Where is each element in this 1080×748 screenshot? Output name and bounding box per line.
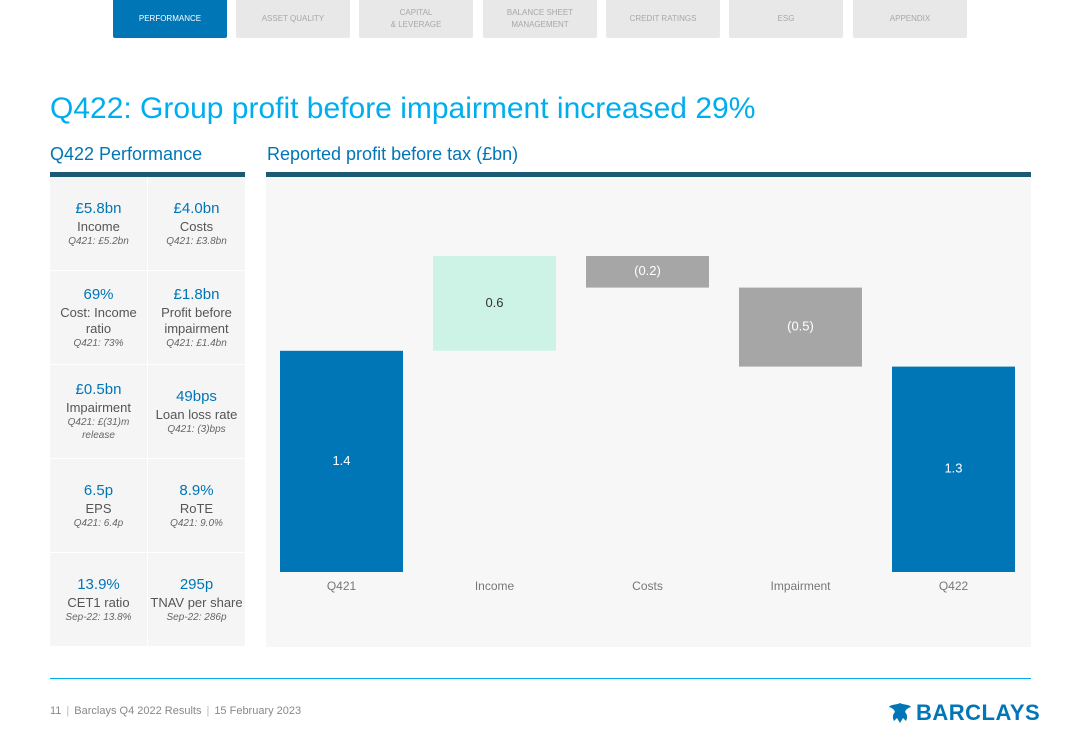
chart-title: Reported profit before tax (£bn) — [267, 144, 519, 164]
metric-note: Sep-22: 286p — [166, 611, 227, 623]
nav-tab[interactable]: PERFORMANCE — [113, 0, 227, 38]
metric-label: Profit before impairment — [161, 304, 232, 336]
slide-title: Q422: Group profit before impairment inc… — [50, 92, 756, 125]
eagle-icon — [889, 703, 911, 723]
x-tick-label: Q422 — [939, 579, 969, 593]
header-rule — [50, 172, 245, 177]
metric-label: CET1 ratio — [67, 594, 130, 610]
performance-heading: Q422 Performance — [50, 144, 203, 164]
metric-cell: 49bps Loan loss rate Q421: (3)bps — [148, 365, 245, 459]
metric-value: 6.5p — [83, 481, 114, 499]
metric-cell: £1.8bn Profit before impairment Q421: £1.4… — [148, 271, 245, 365]
metric-value: 49bps — [176, 387, 217, 405]
metric-value: 8.9% — [179, 481, 214, 499]
metric-value: £5.8bn — [75, 199, 122, 217]
x-tick-label: Impairment — [770, 579, 831, 593]
metric-note: Q421: 6.4p — [73, 517, 124, 529]
x-tick-label: Q421 — [327, 579, 357, 593]
bar — [433, 256, 556, 351]
nav-tab[interactable]: ESG — [729, 0, 843, 38]
metric-label: EPS — [85, 500, 112, 516]
value-label: 0.6 — [485, 295, 503, 310]
metric-value: £1.8bn — [173, 285, 220, 303]
metric-label: Loan loss rate — [155, 406, 238, 422]
metric-note: Q421: £3.8bn — [166, 235, 227, 247]
metric-note: Sep-22: 13.8% — [65, 611, 132, 623]
metric-note: Q421: 73% — [73, 337, 124, 349]
value-label: (0.2) — [634, 263, 661, 278]
bar — [586, 256, 709, 288]
bar — [892, 366, 1015, 572]
header-rule — [266, 172, 1031, 177]
metric-value: 295p — [179, 575, 214, 593]
metric-cell: £0.5bn Impairment Q421: £(31)m release — [50, 365, 147, 459]
x-tick-label: Costs — [632, 579, 663, 593]
nav-tab[interactable]: BALANCE SHEET MANAGEMENT — [483, 0, 597, 38]
metric-value: 69% — [83, 285, 114, 303]
doc-date: 15 February 2023 — [214, 705, 302, 717]
metric-label: TNAV per share — [150, 594, 243, 610]
metric-cell: 13.9% CET1 ratio Sep-22: 13.8% — [50, 553, 147, 647]
nav-tab[interactable]: CAPITAL & LEVERAGE — [359, 0, 473, 38]
metric-cell: £5.8bn Income Q421: £5.2bn — [50, 177, 147, 271]
footer-rule — [50, 678, 1031, 679]
logo-text: BARCLAYS — [916, 700, 1041, 725]
value-label: (0.5) — [787, 319, 814, 334]
page-number: 11 — [50, 705, 62, 717]
footer: 11 | Barclays Q4 2022 Results | 15 February … — [50, 705, 301, 717]
metric-cell: 69% Cost: Income ratio Q421: 73% — [50, 271, 147, 365]
metric-note: Q421: 9.0% — [170, 517, 223, 529]
bar — [280, 350, 403, 572]
metric-value: 13.9% — [77, 575, 120, 593]
metric-label: Impairment — [65, 400, 132, 415]
metric-value: £0.5bn — [75, 381, 122, 398]
x-tick-label: Income — [475, 579, 515, 593]
doc-name: Barclays Q4 2022 Results — [74, 705, 202, 717]
performance-grid: £5.8bn Income Q421: £5.2bn £4.0bn Costs Q421:… — [50, 177, 245, 647]
bar — [739, 287, 862, 367]
chart: 1.4 Q421 0.6 Income (0.2) Costs (0.5) Impairmen… — [266, 177, 1031, 647]
value-label: 1.4 — [332, 453, 350, 468]
metric-value: £4.0bn — [173, 199, 220, 217]
metric-note: Q421: £(31)m release — [67, 417, 130, 441]
divider — [147, 177, 148, 647]
logo: BARCLAYS — [888, 700, 1040, 726]
metric-note: Q421: £1.4bn — [166, 337, 227, 349]
nav-tab[interactable]: CREDIT RATINGS — [606, 0, 720, 38]
nav-tab[interactable]: APPENDIX — [853, 0, 967, 38]
nav-tab[interactable]: ASSET QUALITY — [236, 0, 350, 38]
metric-label: Income — [77, 218, 120, 234]
metric-cell: £4.0bn Costs Q421: £3.8bn — [148, 177, 245, 271]
metric-label: Cost: Income ratio — [60, 304, 137, 336]
metric-label: Costs — [179, 218, 214, 234]
metric-cell: 295p TNAV per share Sep-22: 286p — [148, 553, 245, 647]
metric-cell: 6.5p EPS Q421: 6.4p — [50, 459, 147, 553]
metric-note: Q421: (3)bps — [167, 423, 226, 435]
separator: | — [66, 705, 70, 717]
value-label: 1.3 — [944, 461, 962, 476]
metric-cell: 8.9% RoTE Q421: 9.0% — [148, 459, 245, 553]
metric-label: RoTE — [179, 500, 214, 516]
separator: | — [206, 705, 210, 717]
metric-note: Q421: £5.2bn — [68, 235, 129, 247]
